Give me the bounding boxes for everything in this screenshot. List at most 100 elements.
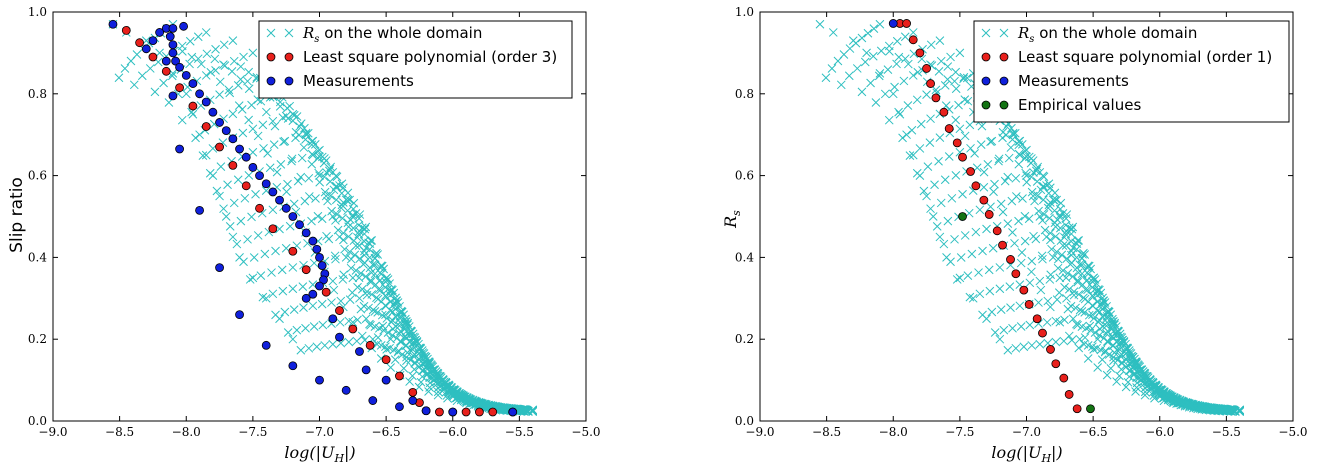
- data-point: [288, 246, 298, 256]
- rs-marker: [996, 305, 1006, 315]
- rs-marker: [419, 352, 429, 362]
- rs-marker: [318, 320, 328, 330]
- rs-marker: [995, 263, 1005, 272]
- rs-marker: [211, 66, 220, 75]
- rs-marker: [983, 160, 993, 169]
- rs-marker: [1059, 336, 1069, 346]
- rs-marker: [907, 125, 917, 135]
- data-point: [395, 402, 404, 412]
- rs-marker: [1015, 150, 1025, 160]
- rs-marker: [852, 64, 862, 73]
- rs-marker: [331, 254, 340, 264]
- rs-marker: [328, 339, 338, 349]
- y-tick-label: 1.0: [735, 5, 754, 19]
- rs-marker: [276, 160, 286, 169]
- rs-marker: [1201, 405, 1211, 415]
- rs-marker: [1109, 352, 1118, 362]
- rs-marker: [515, 406, 525, 416]
- rs-marker: [329, 285, 339, 295]
- rs-marker: [1007, 123, 1016, 133]
- rs-marker: [979, 167, 989, 177]
- rs-marker: [1051, 316, 1061, 326]
- rs-marker: [1038, 254, 1047, 264]
- data-point: [998, 240, 1007, 250]
- rs-marker: [1045, 213, 1054, 223]
- y-tick-label: 0.8: [28, 87, 47, 101]
- rs-marker: [423, 360, 433, 370]
- rs-marker: [960, 231, 970, 240]
- rs-marker: [962, 73, 972, 83]
- rs-marker: [1051, 337, 1061, 347]
- rs-marker: [397, 350, 407, 359]
- rs-marker: [990, 328, 1000, 337]
- y-tick-label: 0.2: [28, 332, 47, 346]
- rs-marker: [353, 315, 362, 325]
- rs-marker: [1097, 355, 1107, 364]
- rs-marker: [1017, 248, 1027, 257]
- rs-marker: [288, 109, 298, 119]
- rs-marker: [875, 68, 885, 78]
- rs-marker: [1078, 249, 1087, 259]
- rs-marker: [1003, 219, 1013, 228]
- data-point: [365, 340, 375, 350]
- rs-marker: [308, 150, 318, 160]
- x-tick-label: −5.5: [1212, 425, 1241, 439]
- rs-marker: [947, 193, 957, 203]
- rs-marker: [379, 325, 389, 335]
- rs-marker: [998, 133, 1007, 143]
- series-rs-whole-domain: [815, 19, 1245, 416]
- rs-marker: [236, 62, 246, 71]
- rs-marker: [345, 195, 355, 205]
- rs-marker: [1055, 204, 1065, 214]
- rs-marker: [328, 212, 338, 221]
- rs-marker: [300, 196, 310, 206]
- rs-marker: [268, 116, 278, 126]
- rs-marker: [338, 235, 348, 245]
- data-point: [135, 38, 145, 48]
- data-point: [1032, 314, 1042, 324]
- rs-marker: [374, 323, 384, 333]
- rs-marker: [1081, 285, 1090, 294]
- rs-marker: [247, 212, 256, 222]
- rs-marker: [883, 65, 893, 74]
- rs-marker: [928, 212, 938, 221]
- rs-marker: [900, 32, 910, 42]
- rs-marker: [965, 292, 975, 302]
- data-point: [171, 56, 180, 66]
- rs-marker: [1159, 393, 1169, 403]
- rs-marker: [951, 67, 961, 77]
- rs-marker: [1024, 214, 1034, 224]
- rs-marker: [248, 124, 258, 134]
- rs-marker: [1034, 206, 1043, 216]
- rs-marker: [239, 52, 248, 62]
- data-point: [228, 160, 238, 170]
- rs-marker: [308, 301, 318, 311]
- legend-label: Rs on the whole domain: [1017, 24, 1197, 45]
- rs-marker: [898, 133, 907, 143]
- y-tick-label: 0.4: [735, 250, 754, 264]
- rs-marker: [857, 87, 867, 97]
- rs-marker: [291, 133, 300, 143]
- legend-item: Measurements: [981, 72, 1129, 90]
- data-point: [308, 289, 318, 299]
- rs-marker: [386, 363, 396, 372]
- rs-marker: [244, 171, 254, 180]
- rs-marker: [926, 40, 936, 50]
- rs-marker: [283, 179, 292, 189]
- rs-marker: [193, 54, 203, 64]
- rs-marker: [1064, 284, 1074, 294]
- data-point: [141, 44, 151, 54]
- rs-marker: [934, 156, 943, 166]
- rs-marker: [1121, 382, 1131, 392]
- rs-marker: [1107, 324, 1117, 334]
- rs-marker: [1155, 390, 1165, 400]
- rs-marker: [336, 296, 346, 306]
- rs-marker: [1075, 305, 1085, 315]
- legend-marker: [266, 52, 276, 62]
- rs-marker: [1098, 312, 1107, 321]
- rs-marker: [990, 179, 999, 189]
- data-point: [201, 122, 211, 131]
- y-tick-label: 1.0: [28, 5, 47, 19]
- data-point: [992, 226, 1002, 236]
- rs-marker: [936, 56, 946, 66]
